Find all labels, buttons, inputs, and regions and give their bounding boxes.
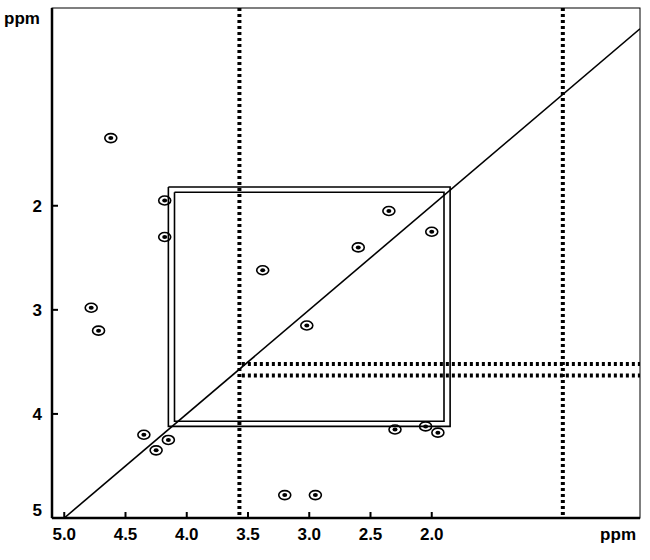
- noise-ridge: [561, 8, 565, 518]
- cross-peak: [257, 266, 269, 275]
- x-axis: [52, 517, 640, 520]
- x-tick-label: 4.5: [114, 525, 138, 544]
- y-tick: [52, 517, 58, 519]
- plot-frame: [52, 8, 640, 518]
- x-tick-label: 3.5: [236, 525, 260, 544]
- y-tick-label: 5: [33, 501, 42, 520]
- x-tick: [431, 512, 433, 518]
- cross-peak: [389, 425, 401, 434]
- line: [168, 187, 450, 426]
- cross-peak: [432, 428, 444, 437]
- x-tick: [308, 512, 310, 518]
- x-axis-title: ppm: [600, 525, 636, 544]
- plot-area: [64, 8, 640, 518]
- y-axis-title: ppm: [4, 9, 40, 28]
- x-tick-label: 3.0: [297, 525, 321, 544]
- noise-ridge: [237, 8, 241, 518]
- line: [175, 192, 445, 421]
- cross-peak: [138, 430, 150, 439]
- cross-peak: [159, 232, 171, 241]
- cross-peak: [301, 321, 313, 330]
- cross-peak: [426, 227, 438, 236]
- x-tick-label: 5.0: [52, 525, 76, 544]
- y-tick: [52, 413, 58, 415]
- cross-peak: [150, 446, 162, 455]
- y-tick: [52, 309, 58, 311]
- cross-peak: [420, 422, 432, 431]
- x-tick-label: 2.0: [420, 525, 444, 544]
- x-tick: [186, 512, 188, 518]
- cross-peak: [309, 491, 321, 500]
- cross-peak: [162, 435, 174, 444]
- cross-peak: [105, 134, 117, 143]
- x-tick-label: 4.0: [175, 525, 199, 544]
- y-tick-label: 3: [33, 301, 42, 320]
- line: [64, 29, 640, 518]
- chart: 5.0 4.5 4.0 3.5 3.0 2.5 2.0 2 3 4 5 ppm ppm: [0, 0, 650, 560]
- cross-peak: [352, 243, 364, 252]
- cross-peak: [159, 196, 171, 205]
- x-tick: [247, 512, 249, 518]
- x-tick: [63, 512, 65, 518]
- cross-peak: [93, 326, 105, 335]
- cross-peak: [279, 491, 291, 500]
- x-tick: [370, 512, 372, 518]
- cross-peak: [85, 303, 97, 312]
- noise-ridge: [242, 373, 640, 377]
- y-tick-label: 4: [33, 405, 43, 424]
- cross-peak: [383, 206, 395, 215]
- noise-ridge: [242, 362, 640, 366]
- x-tick: [125, 512, 127, 518]
- x-tick-label: 2.5: [359, 525, 383, 544]
- y-tick-label: 2: [33, 197, 42, 216]
- y-axis: [51, 8, 54, 518]
- y-tick: [52, 205, 58, 207]
